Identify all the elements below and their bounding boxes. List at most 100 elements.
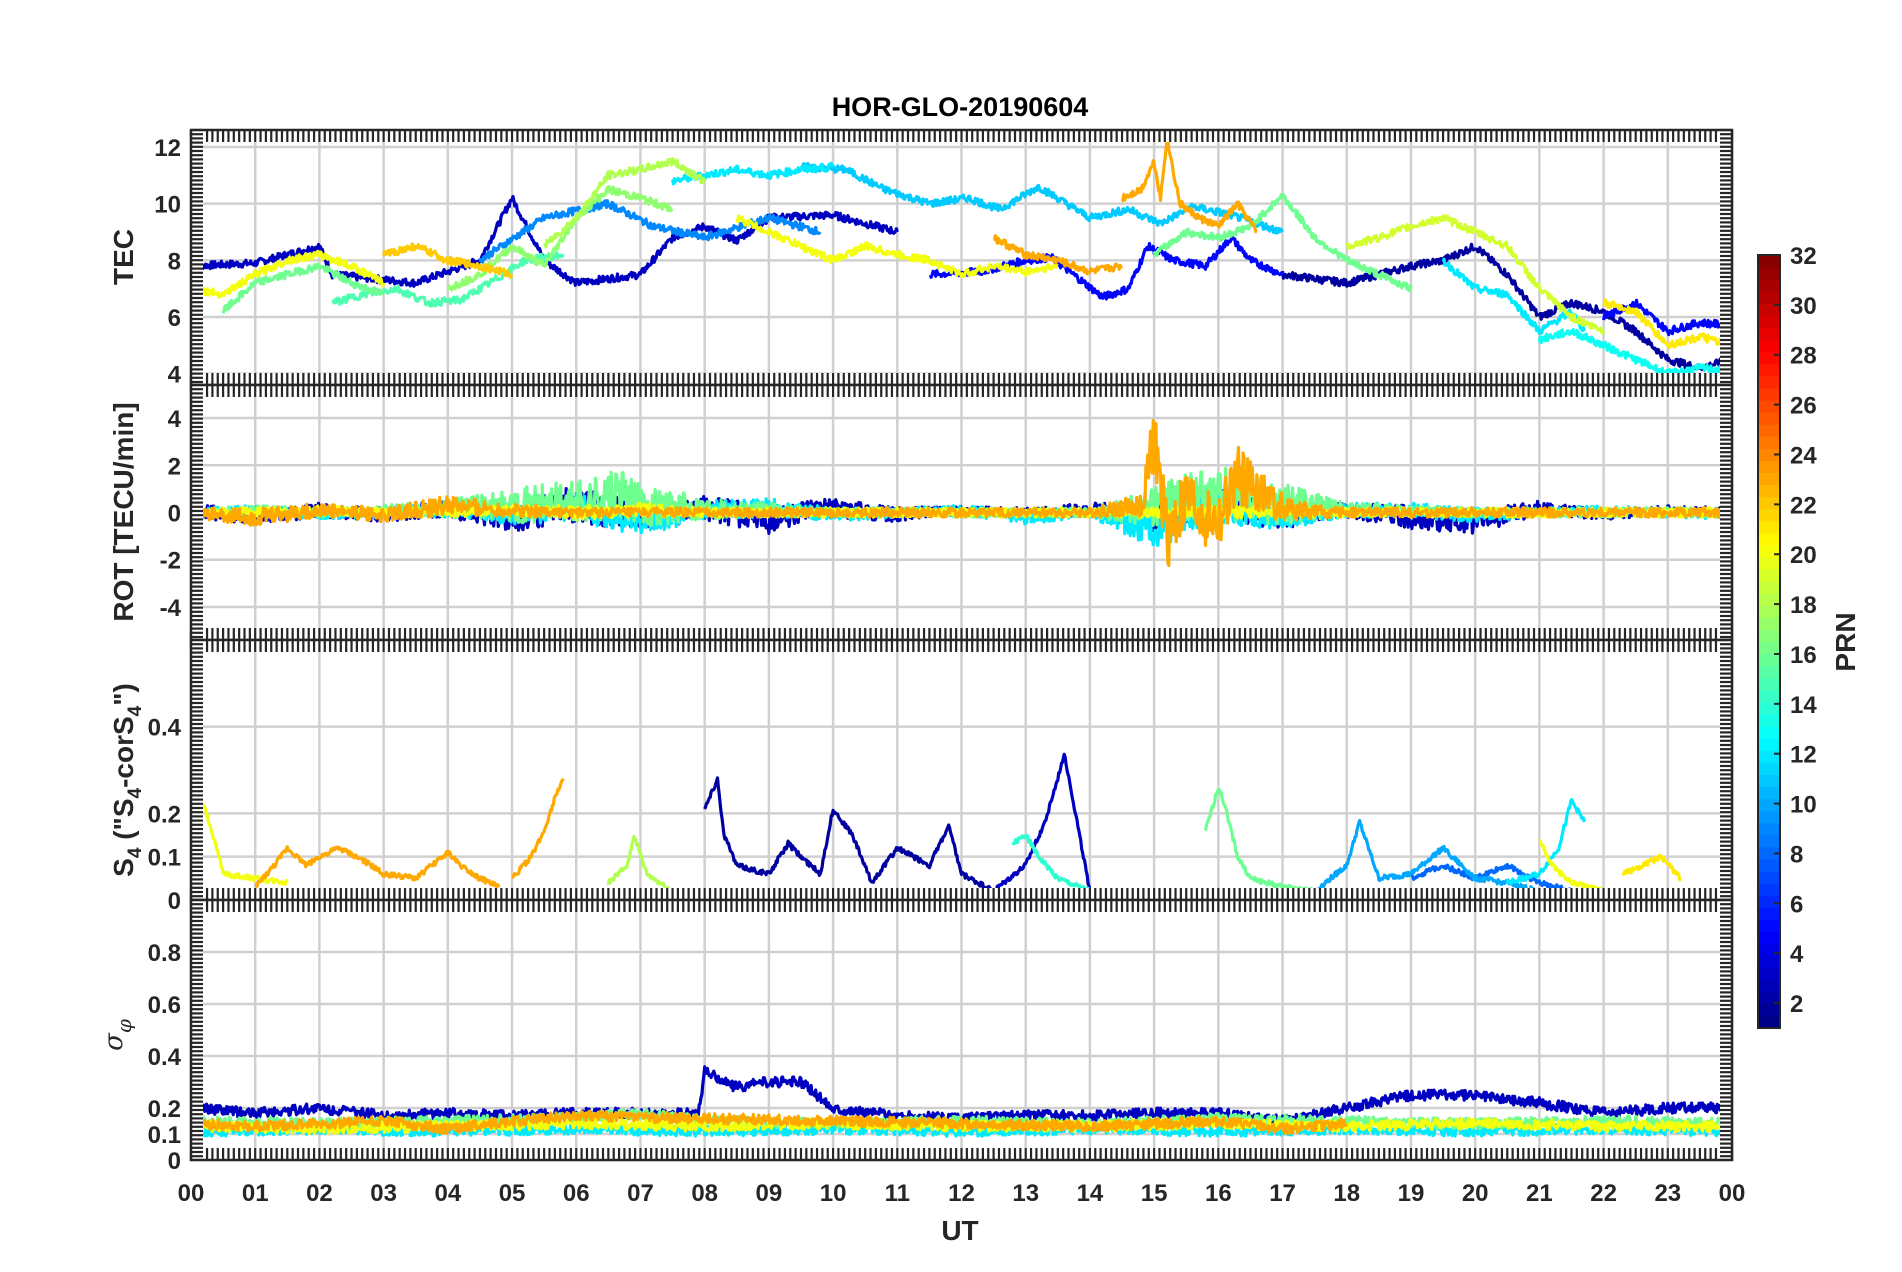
- series-prn-23: [254, 845, 501, 889]
- xtick-label: 18: [1333, 1180, 1360, 1207]
- xtick-label: 00: [178, 1180, 205, 1207]
- colorbar-label: PRN: [1830, 612, 1861, 671]
- ylabel-rot: ROT [TECU/min]: [108, 402, 139, 621]
- series-prn-21: [1621, 853, 1682, 882]
- series-group: [191, 1065, 1732, 1138]
- colorbar-segment: [1758, 581, 1780, 594]
- series-group: [191, 419, 1732, 568]
- xtick-label: 10: [820, 1180, 847, 1207]
- panel-tec: 4 6 8 10 12: [154, 128, 1734, 389]
- colorbar-segment: [1758, 713, 1780, 727]
- series-prn-10: [1313, 818, 1541, 895]
- colorbar-tick-label: 24: [1790, 442, 1817, 469]
- colorbar-tick-label: 8: [1790, 841, 1803, 868]
- colorbar-segment: [1758, 738, 1780, 751]
- colorbar-segment: [1758, 339, 1780, 353]
- series-prn-21: [1602, 298, 1732, 350]
- series-prn-23: [191, 419, 1732, 568]
- colorbar-segment: [1758, 315, 1780, 329]
- series-prn-20: [191, 803, 289, 886]
- colorbar-segment: [1758, 762, 1780, 775]
- xtick-label: 02: [306, 1180, 333, 1207]
- chart-title: HOR-GLO-20190604: [832, 92, 1089, 122]
- ytick-label: 8: [168, 248, 181, 275]
- colorbar-segment: [1758, 774, 1780, 788]
- xtick-label: 08: [691, 1180, 718, 1207]
- colorbar-segment: [1758, 991, 1780, 1005]
- xtick-label: 00: [1719, 1180, 1746, 1207]
- xtick-label: 17: [1269, 1180, 1296, 1207]
- ytick-label: 0.4: [148, 715, 182, 742]
- series-group: [191, 138, 1732, 378]
- xtick-label: 23: [1654, 1180, 1681, 1207]
- colorbar-segment: [1758, 520, 1780, 534]
- series-prn-11: [800, 162, 1284, 235]
- colorbar-segment: [1758, 472, 1780, 486]
- colorbar-tick-label: 22: [1790, 492, 1817, 519]
- xtick-label: 14: [1077, 1180, 1104, 1207]
- colorbar-segment: [1758, 883, 1780, 896]
- xtick-label: 22: [1590, 1180, 1617, 1207]
- colorbar-segment: [1758, 460, 1780, 474]
- xtick-label: 20: [1462, 1180, 1489, 1207]
- colorbar-segment: [1758, 255, 1780, 268]
- colorbar-segment: [1758, 556, 1780, 570]
- colorbar-segment: [1758, 641, 1780, 655]
- ylabel-s4-render: S4 ("S4-corS4"): [108, 683, 146, 877]
- colorbar-tick-label: 32: [1790, 243, 1817, 270]
- panel-rot: -4 -2 0 2 4: [160, 383, 1734, 642]
- colorbar-segment: [1758, 375, 1780, 389]
- series-prn-16: [221, 262, 386, 314]
- colorbar-segment: [1758, 931, 1780, 945]
- ytick-label: 0: [168, 1148, 181, 1175]
- series-prn-19: [1345, 214, 1606, 335]
- colorbar-tick-label: 26: [1790, 393, 1817, 420]
- series-prn-16: [1152, 193, 1413, 293]
- colorbar-tick-label: 18: [1790, 592, 1817, 619]
- colorbar-tick-label: 16: [1790, 642, 1817, 669]
- colorbar-segment: [1758, 605, 1780, 618]
- colorbar-tick-label: 30: [1790, 293, 1817, 320]
- colorbar-tick-label: 14: [1790, 692, 1817, 719]
- series-prn-13: [1537, 327, 1732, 378]
- colorbar-segment: [1758, 677, 1780, 691]
- colorbar-segment: [1758, 955, 1780, 969]
- axes-box: [189, 898, 1734, 1162]
- colorbar-segment: [1758, 967, 1780, 981]
- colorbar-segment: [1758, 448, 1780, 461]
- colorbar-tick-label: 20: [1790, 542, 1817, 569]
- x-ticks: 00 01 02 03 04 05 06 07 08 09 10 11 12 13 14 15 16 17 18 19…: [178, 1180, 1746, 1207]
- colorbar-segment: [1758, 291, 1780, 304]
- xtick-label: 21: [1526, 1180, 1553, 1207]
- colorbar-segment: [1758, 1003, 1780, 1017]
- xtick-label: 05: [499, 1180, 526, 1207]
- colorbar-box: [1757, 254, 1781, 1029]
- colorbar-tick-label: 2: [1790, 991, 1803, 1018]
- colorbar-segment: [1758, 544, 1780, 558]
- colorbar-segment: [1758, 387, 1780, 401]
- colorbar-segment: [1758, 665, 1780, 679]
- colorbar-segment: [1758, 424, 1780, 437]
- panel-s4: 0 0.1 0.2 0.4: [148, 638, 1734, 915]
- series-prn-2: [1280, 242, 1732, 372]
- colorbar-tick-label: 10: [1790, 792, 1817, 819]
- colorbar-segment: [1758, 907, 1780, 920]
- xtick-label: 11: [885, 1180, 910, 1207]
- series-prn-23: [1120, 138, 1258, 234]
- colorbar-segment: [1758, 726, 1780, 739]
- colorbar-segment: [1758, 484, 1780, 498]
- colorbar-segment: [1758, 303, 1780, 316]
- colorbar-segment: [1758, 870, 1780, 884]
- x-axis-label: UT: [941, 1215, 978, 1246]
- colorbar-segment: [1758, 363, 1780, 377]
- panel-sigma: 00.10.2 0.4 0.6 0.8: [148, 898, 1734, 1175]
- colorbar-segment: [1758, 701, 1780, 715]
- colorbar-segment: [1758, 399, 1780, 413]
- colorbar-segment: [1758, 750, 1780, 763]
- series-prn-3: [992, 752, 1092, 894]
- ytick-label: 0.2: [148, 1096, 181, 1123]
- series-prn-23: [511, 777, 565, 879]
- xtick-label: 04: [434, 1180, 461, 1207]
- ytick-label: 0: [168, 501, 181, 528]
